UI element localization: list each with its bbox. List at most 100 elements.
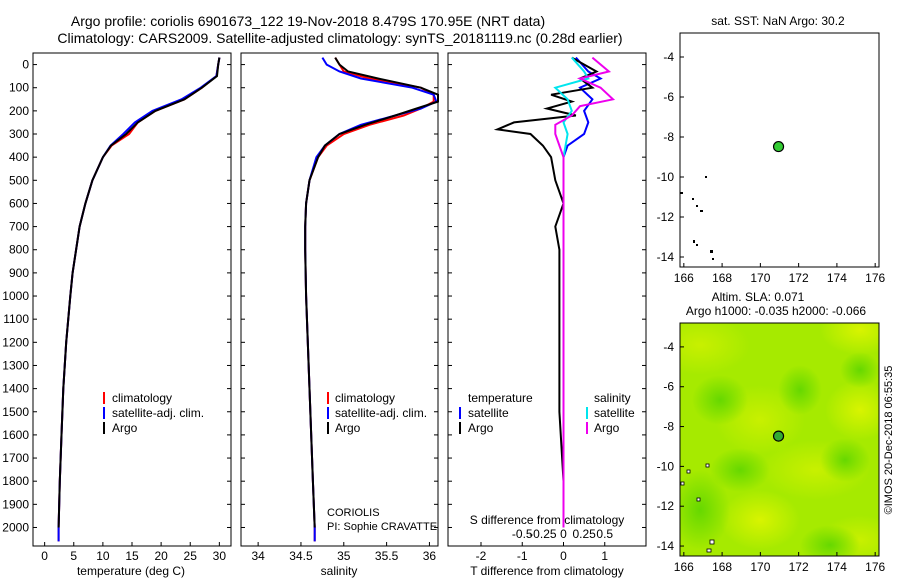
- depth-tick-label: 1400: [2, 382, 29, 396]
- sla-map-subtitle: Argo h1000: -0.035 h2000: -0.066: [686, 304, 866, 318]
- sst-map-points: [772, 140, 785, 153]
- legend-temperature-title: temperature: [468, 391, 533, 405]
- map-y-tick-label: -12: [657, 210, 675, 224]
- salinity-legend: climatology satellite-adj. clim. Argo: [327, 391, 427, 435]
- depth-tick-label: 1900: [2, 497, 29, 511]
- map-x-tick-label: 176: [865, 560, 885, 574]
- series-argo: [304, 57, 439, 528]
- depth-tick-label: 0: [22, 58, 29, 72]
- series-temperature-argo: [493, 56, 599, 528]
- map-x-tick-label: 166: [674, 271, 694, 285]
- sla-map-frame: [679, 322, 880, 557]
- argo-float-marker: [772, 430, 785, 442]
- series-climatology: [304, 57, 435, 542]
- s-difference-x-axis: -0.5-0.25 0 0.25 0.5: [512, 527, 614, 541]
- depth-tick-label: 700: [9, 220, 29, 234]
- x-tick-label: 34.5: [289, 549, 313, 563]
- depth-tick-label: 1500: [2, 405, 29, 419]
- legend-sal-satellite: satellite: [594, 406, 635, 420]
- depth-tick-label: 1200: [2, 335, 29, 349]
- series-salinity-argo: [554, 56, 616, 528]
- sst-map-coastline: [680, 176, 714, 260]
- depth-axis: 0 100 200 300 400 500 600 700 800 900 1000 1100 1200…: [2, 58, 646, 534]
- series-temperature-satellite: [562, 56, 603, 528]
- depth-tick-label: 1000: [2, 289, 29, 303]
- depth-tick-label: 500: [9, 173, 29, 187]
- series-climatology: [57, 57, 221, 542]
- x-tick-label: 35: [337, 549, 351, 563]
- salinity-panel-frame: [240, 52, 439, 547]
- legend-climatology: climatology: [112, 391, 172, 405]
- map-y-tick-label: -8: [663, 420, 674, 434]
- header-line2: Climatology: CARS2009. Satellite-adjuste…: [57, 30, 622, 46]
- series-satellite-adj-clim-: [57, 57, 221, 542]
- legend-temp-satellite: satellite: [468, 406, 509, 420]
- s-tick-label: 0.5: [596, 527, 613, 541]
- sst-map-title: sat. SST: NaN Argo: 30.2: [711, 14, 845, 28]
- legend-temp-argo: Argo: [468, 421, 494, 435]
- sla-map-coastline: [680, 463, 715, 553]
- map-y-tick-label: -14: [657, 539, 675, 553]
- map-x-tick-label: 176: [865, 271, 885, 285]
- salinity-x-axis: 34 34.5 35 35.5 36: [251, 542, 436, 563]
- t-difference-x-axis: -2 -1 0 1: [476, 542, 608, 563]
- x-tick-label: 0: [560, 549, 567, 563]
- map-x-tick-label: 170: [750, 271, 770, 285]
- depth-tick-label: 800: [9, 243, 29, 257]
- x-tick-label: 5: [70, 549, 77, 563]
- s-tick-label: 0: [560, 527, 567, 541]
- map-x-tick-label: 172: [789, 560, 809, 574]
- sla-heatmap: [680, 323, 879, 556]
- legend-satellite: satellite-adj. clim.: [335, 406, 427, 420]
- depth-tick-label: 900: [9, 266, 29, 280]
- x-tick-label: 35.5: [375, 549, 399, 563]
- sla-map-axes: 166 168 170 172 174 176 -4 -6 -8 -10 -12 -14: [657, 340, 886, 574]
- t-difference-xlabel: T difference from climatology: [470, 564, 624, 578]
- temperature-profiles: [57, 57, 221, 542]
- sla-map-title: Altim. SLA: 0.071: [712, 290, 805, 304]
- map-x-tick-label: 172: [789, 271, 809, 285]
- depth-tick-label: 2000: [2, 520, 29, 534]
- x-tick-label: 25: [184, 549, 198, 563]
- x-tick-label: 36: [423, 549, 437, 563]
- x-tick-label: 20: [154, 549, 168, 563]
- pi-label: PI: Sophie CRAVATTE: [327, 521, 437, 533]
- depth-tick-label: 100: [9, 81, 29, 95]
- map-y-tick-label: -10: [657, 170, 675, 184]
- map-y-tick-label: -6: [663, 90, 674, 104]
- x-tick-label: 10: [96, 549, 110, 563]
- s-tick-label: -0.25: [529, 527, 557, 541]
- salinity-difference-legend: salinity satellite Argo: [586, 391, 635, 435]
- depth-tick-label: 300: [9, 127, 29, 141]
- map-x-tick-label: 168: [712, 271, 732, 285]
- map-x-tick-label: 166: [674, 560, 694, 574]
- legend-climatology: climatology: [335, 391, 395, 405]
- argo-float-marker: [772, 140, 785, 153]
- map-y-tick-label: -10: [657, 459, 675, 473]
- depth-tick-label: 1800: [2, 474, 29, 488]
- depth-tick-label: 1100: [3, 312, 29, 326]
- legend-argo: Argo: [112, 421, 138, 435]
- header-line1: Argo profile: coriolis 6901673_122 19-No…: [71, 13, 545, 29]
- map-x-tick-label: 168: [712, 560, 732, 574]
- map-x-tick-label: 174: [827, 271, 847, 285]
- map-y-tick-label: -14: [657, 250, 675, 264]
- depth-tick-label: 1600: [2, 428, 29, 442]
- institution-label: CORIOLIS: [327, 507, 380, 519]
- map-y-tick-label: -12: [657, 499, 675, 513]
- x-tick-label: 0: [41, 549, 48, 563]
- legend-sal-argo: Argo: [594, 421, 620, 435]
- legend-satellite: satellite-adj. clim.: [112, 406, 204, 420]
- map-y-tick-label: -6: [663, 380, 674, 394]
- map-y-tick-label: -4: [663, 50, 674, 64]
- x-tick-label: 1: [601, 549, 608, 563]
- imos-credit: ©IMOS 20-Dec-2018 06:55:35: [883, 366, 895, 515]
- salinity-profiles: [304, 57, 439, 542]
- temperature-difference-legend: temperature satellite Argo: [459, 391, 533, 435]
- x-tick-label: 30: [213, 549, 227, 563]
- salinity-xlabel: salinity: [321, 564, 358, 578]
- s-tick-label: -0.5: [512, 527, 533, 541]
- map-x-tick-label: 170: [750, 560, 770, 574]
